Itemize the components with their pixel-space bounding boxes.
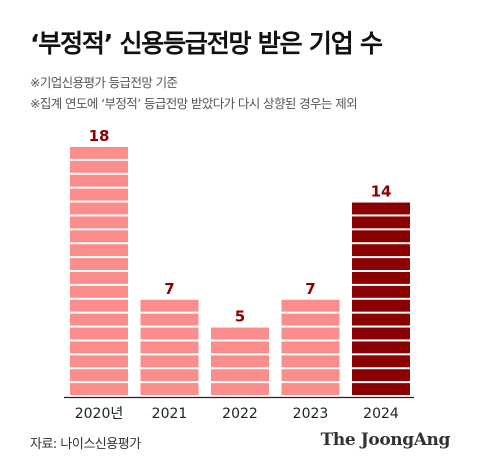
category-label: 2024 bbox=[363, 406, 399, 422]
bar-segment bbox=[70, 383, 128, 395]
bar-segment bbox=[352, 299, 410, 312]
bar-segment bbox=[211, 369, 269, 382]
bar-segment bbox=[70, 202, 128, 215]
bar-segment bbox=[140, 327, 199, 340]
bar-segment bbox=[70, 230, 128, 243]
bar-segment bbox=[352, 230, 410, 243]
bar-segment bbox=[70, 327, 128, 340]
bar-segment bbox=[70, 188, 128, 201]
bar-segment bbox=[70, 369, 128, 382]
bar-2021 bbox=[140, 299, 199, 395]
bar-segment bbox=[352, 383, 410, 395]
value-label: 5 bbox=[235, 308, 245, 326]
category-label: 2020년 bbox=[75, 406, 124, 422]
bar-segment bbox=[352, 355, 410, 368]
value-label: 7 bbox=[305, 280, 315, 298]
publisher-logo: The JoongAng bbox=[320, 430, 451, 450]
value-label: 18 bbox=[89, 127, 110, 145]
value-labels-layer: 18 7 5 7 14 bbox=[89, 127, 392, 326]
bar-segment bbox=[70, 313, 128, 326]
bar-segment bbox=[352, 272, 410, 284]
bar-segment bbox=[70, 258, 128, 270]
chart-title: ‘부정적’ 신용등급전망 받은 기업 수 bbox=[30, 29, 383, 58]
bar-segment bbox=[281, 355, 340, 368]
bar-segment bbox=[281, 313, 340, 326]
bar-segment bbox=[70, 216, 128, 229]
category-label: 2021 bbox=[152, 406, 188, 422]
bar-segment bbox=[352, 285, 410, 298]
category-labels-layer: 2020년 2021 2022 2023 2024 bbox=[75, 406, 399, 422]
bar-segment bbox=[70, 341, 128, 354]
note-exclusion: ※집계 연도에 ‘부정적’ 등급전망 받았다가 다시 상향된 경우는 제외 bbox=[30, 96, 358, 111]
note-criteria: ※기업신용평가 등급전망 기준 bbox=[30, 75, 178, 90]
bar-segment bbox=[211, 327, 269, 340]
bar-segment bbox=[281, 369, 340, 382]
bar-2022 bbox=[211, 327, 269, 395]
bar-segment bbox=[140, 341, 199, 354]
bar-segment bbox=[70, 160, 128, 173]
bars-layer bbox=[70, 147, 410, 395]
bar-segment bbox=[352, 369, 410, 382]
bar-segment bbox=[211, 383, 269, 395]
bar-segment bbox=[70, 272, 128, 284]
category-label: 2022 bbox=[222, 406, 258, 422]
bar-segment bbox=[352, 258, 410, 270]
bar-segment bbox=[140, 313, 199, 326]
bar-segment bbox=[352, 216, 410, 229]
bar-segment bbox=[352, 202, 410, 215]
bar-2020년 bbox=[70, 147, 128, 395]
bar-segment bbox=[70, 285, 128, 298]
source-credit: 자료: 나이스신용평가 bbox=[30, 437, 141, 452]
bar-segment bbox=[352, 327, 410, 340]
bar-segment bbox=[352, 313, 410, 326]
bar-segment bbox=[70, 244, 128, 257]
bar-segment bbox=[70, 355, 128, 368]
bar-segment bbox=[140, 369, 199, 382]
bar-segment bbox=[70, 299, 128, 312]
bar-segment bbox=[281, 383, 340, 395]
bar-segment bbox=[140, 355, 199, 368]
bar-segment bbox=[281, 341, 340, 354]
value-label: 14 bbox=[371, 183, 392, 201]
bar-segment bbox=[281, 299, 340, 312]
bar-segment bbox=[352, 244, 410, 257]
bar-2023 bbox=[281, 299, 340, 395]
bar-segment bbox=[140, 299, 199, 312]
bar-2024 bbox=[352, 202, 410, 395]
bar-segment bbox=[352, 341, 410, 354]
bar-segment bbox=[211, 355, 269, 368]
value-label: 7 bbox=[164, 280, 174, 298]
category-label: 2023 bbox=[293, 406, 329, 422]
bar-chart: 18 7 5 7 14 2020년 2021 2022 2023 2024 bbox=[64, 127, 414, 422]
bar-segment bbox=[70, 174, 128, 187]
bar-segment bbox=[140, 383, 199, 395]
bar-segment bbox=[70, 147, 128, 159]
bar-segment bbox=[281, 327, 340, 340]
bar-segment bbox=[211, 341, 269, 354]
